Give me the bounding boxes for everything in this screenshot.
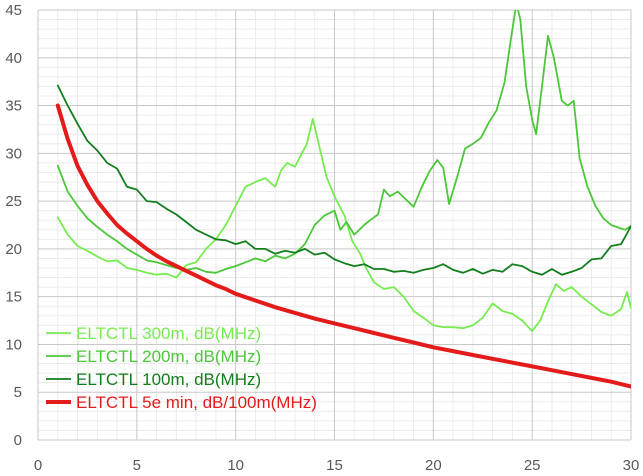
y-tick-label: 20 xyxy=(5,241,22,258)
y-axis-tick-labels: 0 5 10 15 20 25 30 35 40 45 xyxy=(5,2,22,449)
x-tick-label: 20 xyxy=(425,457,442,474)
legend: ELTCTL 300m, dB(MHz) ELTCTL 200m, dB(MHz)… xyxy=(46,324,317,412)
x-tick-label: 0 xyxy=(34,457,42,474)
series-line-1 xyxy=(56,118,631,332)
y-tick-label: 0 xyxy=(14,432,22,449)
legend-label: ELTCTL 100m, dB(MHz) xyxy=(76,370,261,389)
y-tick-label: 40 xyxy=(5,50,22,67)
y-tick-label: 25 xyxy=(5,193,22,210)
y-tick-label: 15 xyxy=(5,289,22,306)
series-line-3 xyxy=(56,84,631,276)
x-tick-label: 15 xyxy=(326,457,343,474)
y-tick-label: 45 xyxy=(5,2,22,19)
y-tick-label: 10 xyxy=(5,336,22,353)
x-tick-label: 30 xyxy=(623,457,640,474)
grid-lines xyxy=(37,9,632,441)
x-tick-label: 25 xyxy=(524,457,541,474)
legend-label: ELTCTL 200m, dB(MHz) xyxy=(76,347,261,366)
series-line-2 xyxy=(56,10,631,274)
series-lines xyxy=(55,10,631,389)
y-tick-label: 35 xyxy=(5,98,22,115)
x-axis-tick-labels: 0 5 10 15 20 25 30 xyxy=(34,457,640,474)
legend-label: ELTCTL 5e min, dB/100m(MHz) xyxy=(76,393,317,412)
x-tick-label: 5 xyxy=(133,457,141,474)
x-tick-label: 10 xyxy=(227,457,244,474)
legend-label: ELTCTL 300m, dB(MHz) xyxy=(76,324,261,343)
series-line-4 xyxy=(55,103,631,389)
y-tick-label: 30 xyxy=(5,145,22,162)
y-tick-label: 5 xyxy=(14,384,22,401)
